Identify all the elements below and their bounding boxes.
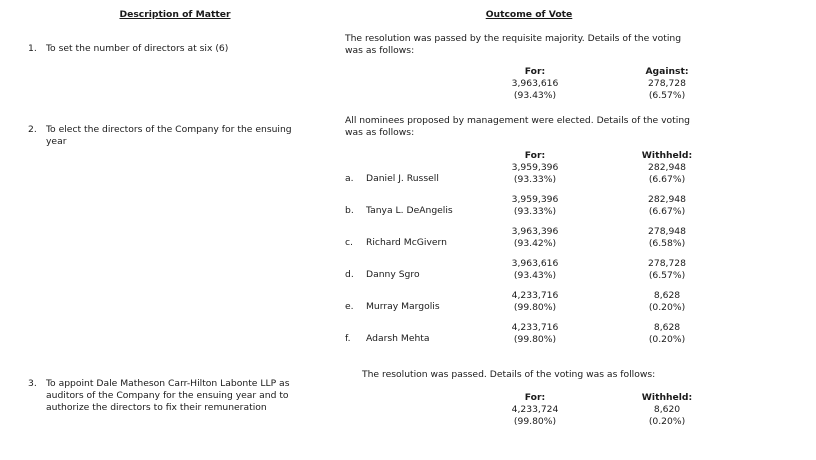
for-percent: (99.80%) (513, 416, 557, 427)
nominee-for-votes: 4,233,716 (511, 290, 559, 301)
for-percent: (93.43%) (513, 90, 557, 101)
nominee-for-percent: (93.43%) (513, 270, 557, 281)
withheld-votes: 8,620 (653, 404, 681, 415)
nominee-for-percent: (99.80%) (513, 302, 557, 313)
nominee-for-votes: 3,963,396 (511, 226, 559, 237)
item-description: To appoint Dale Matheson Carr-Hilton Lab… (46, 378, 290, 389)
nominee-letter: a. (345, 173, 354, 184)
item-description: year (46, 136, 67, 147)
against-label: Against: (645, 66, 689, 77)
nominee-name: Murray Margolis (366, 301, 440, 312)
outcome-text: was as follows: (345, 45, 415, 56)
nominee-name: Adarsh Mehta (366, 333, 430, 344)
nominee-for-votes: 3,959,396 (511, 194, 559, 205)
nominee-withheld-percent: (0.20%) (648, 334, 686, 345)
nominee-withheld-votes: 278,948 (648, 226, 686, 237)
for-label: For: (524, 392, 546, 403)
nominee-for-percent: (93.33%) (513, 174, 557, 185)
nominee-for-percent: (93.33%) (513, 206, 557, 217)
item-description: authorize the directors to fix their rem… (46, 402, 267, 413)
for-votes: 4,233,724 (511, 404, 559, 415)
nominee-withheld-percent: (6.67%) (648, 174, 686, 185)
outcome-header: Outcome of Vote (485, 9, 573, 20)
nominee-withheld-votes: 8,628 (653, 290, 681, 301)
outcome-text: All nominees proposed by management were… (345, 115, 690, 126)
nominee-name: Daniel J. Russell (366, 173, 439, 184)
nominee-withheld-votes: 278,728 (648, 258, 686, 269)
nominee-for-votes: 4,233,716 (511, 322, 559, 333)
for-label: For: (524, 150, 546, 161)
withheld-percent: (0.20%) (648, 416, 686, 427)
nominee-name: Richard McGivern (366, 237, 447, 248)
description-header: Description of Matter (119, 9, 231, 20)
nominee-letter: e. (345, 301, 354, 312)
nominee-withheld-percent: (6.67%) (648, 206, 686, 217)
nominee-withheld-votes: 282,948 (648, 194, 686, 205)
nominee-name: Tanya L. DeAngelis (366, 205, 453, 216)
item-number: 1. (28, 43, 37, 54)
nominee-letter: b. (345, 205, 354, 216)
item-number: 3. (28, 378, 37, 389)
nominee-letter: d. (345, 269, 354, 280)
for-votes: 3,963,616 (511, 78, 559, 89)
item-number: 2. (28, 124, 37, 135)
withheld-label: Withheld: (641, 392, 693, 403)
nominee-name: Danny Sgro (366, 269, 420, 280)
outcome-text: The resolution was passed by the requisi… (345, 33, 682, 44)
nominee-for-votes: 3,963,616 (511, 258, 559, 269)
nominee-withheld-percent: (6.58%) (648, 238, 686, 249)
for-label: For: (524, 66, 546, 77)
nominee-withheld-percent: (0.20%) (648, 302, 686, 313)
nominee-withheld-votes: 282,948 (648, 162, 686, 173)
item-description: To set the number of directors at six (6… (46, 43, 229, 54)
nominee-for-votes: 3,959,396 (511, 162, 559, 173)
nominee-withheld-votes: 8,628 (653, 322, 681, 333)
withheld-label: Withheld: (641, 150, 693, 161)
outcome-text: was as follows: (345, 127, 415, 138)
item-description: auditors of the Company for the ensuing … (46, 390, 289, 401)
against-votes: 278,728 (648, 78, 686, 89)
nominee-for-percent: (99.80%) (513, 334, 557, 345)
nominee-for-percent: (93.42%) (513, 238, 557, 249)
nominee-withheld-percent: (6.57%) (648, 270, 686, 281)
nominee-letter: f. (345, 333, 351, 344)
against-percent: (6.57%) (648, 90, 686, 101)
item-description: To elect the directors of the Company fo… (46, 124, 292, 135)
nominee-letter: c. (345, 237, 353, 248)
outcome-text: The resolution was passed. Details of th… (362, 369, 656, 380)
